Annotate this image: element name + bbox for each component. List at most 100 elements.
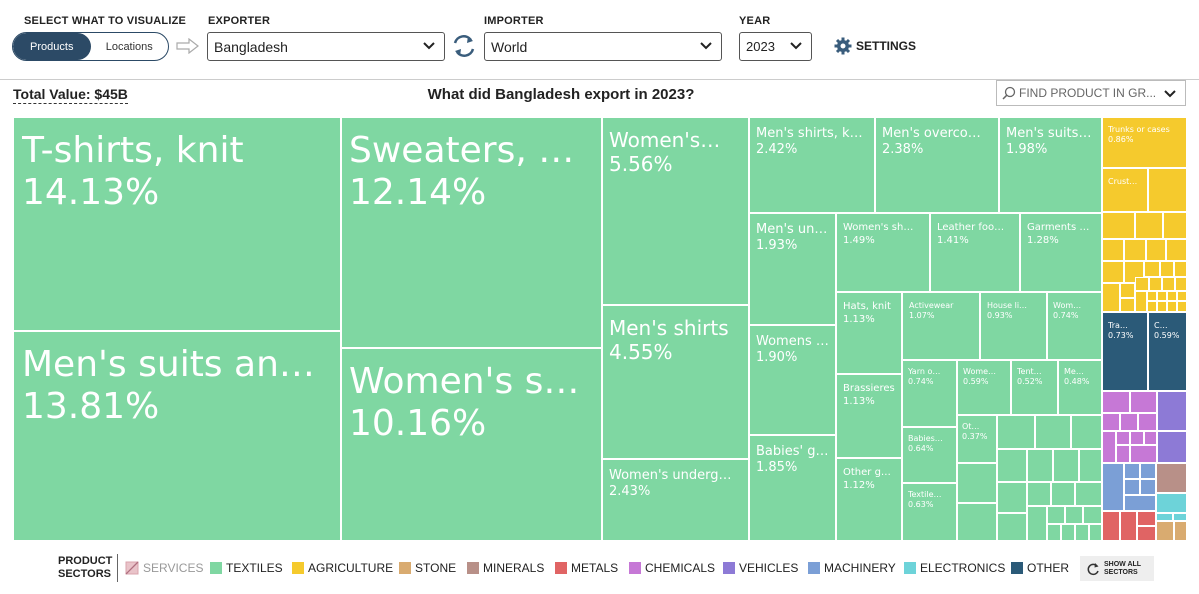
treemap-tile-small[interactable] (1174, 521, 1187, 541)
treemap-tile-small[interactable] (1027, 449, 1053, 482)
treemap-tile-small[interactable] (1166, 239, 1187, 261)
treemap-tile-small[interactable] (1102, 511, 1120, 541)
treemap-tile-small[interactable] (1116, 445, 1130, 463)
treemap-tile-small[interactable] (1144, 431, 1157, 445)
legend-item-electronics[interactable]: ELECTRONICS (904, 561, 1005, 575)
treemap-tile-wome-059[interactable]: Wome… 0.59% (957, 360, 1011, 415)
find-product-input[interactable]: FIND PRODUCT IN GR... (996, 80, 1186, 106)
treemap-tile-mens-shirts-k[interactable]: Men's shirts, k… 2.42% (749, 117, 875, 213)
treemap-tile-textile-063[interactable]: Textile… 0.63% (902, 483, 957, 541)
treemap-tile-small[interactable] (1120, 298, 1135, 312)
treemap-tile-mens-un[interactable]: Men's un… 1.93% (749, 213, 836, 325)
legend-item-chemicals[interactable]: CHEMICALS (629, 561, 715, 575)
treemap-tile-small[interactable] (957, 503, 997, 541)
treemap-tile-small[interactable] (1051, 482, 1075, 506)
treemap-tile-trunks[interactable]: Trunks or cases 0.86% (1102, 117, 1187, 168)
year-select[interactable]: 2023 (739, 32, 812, 61)
treemap-tile-small[interactable] (1167, 301, 1177, 312)
treemap-tile-small[interactable] (1157, 431, 1187, 463)
treemap-tile-small[interactable] (1120, 283, 1135, 298)
legend-item-services[interactable]: SERVICES (125, 561, 203, 575)
toggle-locations[interactable]: Locations (105, 40, 153, 53)
treemap-tile-small[interactable] (1156, 463, 1187, 493)
treemap-tile-womens-190[interactable]: Womens … 1.90% (749, 325, 836, 435)
treemap-tile-small[interactable] (997, 415, 1035, 449)
treemap-tile-small[interactable] (1137, 526, 1156, 541)
treemap-tile-small[interactable] (1160, 261, 1174, 277)
treemap-tile-small[interactable] (1102, 239, 1124, 261)
treemap-tile-small[interactable] (1124, 463, 1140, 479)
treemap-tile-c-059[interactable]: C… 0.59% (1148, 312, 1187, 391)
treemap-tile-ot-037[interactable]: Ot… 0.37% (957, 415, 997, 463)
treemap-tile-small[interactable] (1027, 506, 1047, 541)
treemap-tile-babies-185[interactable]: Babies' g… 1.85% (749, 435, 836, 541)
treemap-tile-small[interactable] (1135, 277, 1149, 291)
treemap-tile-small[interactable] (1156, 521, 1174, 541)
treemap-tile-small[interactable] (1135, 212, 1163, 239)
treemap-tile-me-048[interactable]: Me… 0.48% (1058, 360, 1102, 415)
treemap-tile-small[interactable] (997, 449, 1027, 482)
treemap-tile-small[interactable] (1027, 482, 1051, 506)
treemap-tile-mens-suits-198[interactable]: Men's suits,… 1.98% (999, 117, 1102, 213)
treemap-tile-small[interactable] (1124, 495, 1156, 511)
treemap-tile-small[interactable] (1144, 261, 1160, 277)
treemap-tile-small[interactable] (1083, 506, 1102, 524)
treemap-tile-mens-shirts[interactable]: Men's shirts 4.55% (602, 305, 749, 459)
legend-item-other[interactable]: OTHER (1011, 561, 1069, 575)
treemap-tile-small[interactable] (1116, 431, 1130, 445)
legend-item-agriculture[interactable]: AGRICULTURE (292, 561, 393, 575)
treemap-tile-small[interactable] (1075, 482, 1102, 506)
treemap-tile-small[interactable] (1147, 301, 1157, 312)
treemap-tile-small[interactable] (1140, 463, 1156, 479)
treemap-tile-small[interactable] (1156, 493, 1187, 513)
treemap-tile-small[interactable] (1163, 212, 1187, 239)
treemap-tile-small[interactable] (1157, 301, 1167, 312)
treemap-tile-womens-556[interactable]: Women's… 5.56% (602, 117, 749, 305)
treemap-tile-mens-suits[interactable]: Men's suits and… 13.81% (13, 331, 341, 541)
treemap-tile-small[interactable] (1102, 413, 1120, 431)
swap-icon[interactable] (452, 34, 476, 58)
treemap-tile-small[interactable] (1157, 291, 1167, 301)
treemap-tile-small[interactable] (1156, 513, 1173, 521)
treemap-tile-small[interactable] (1102, 261, 1124, 283)
treemap-tile-house-li[interactable]: House li… 0.93% (980, 292, 1047, 360)
show-all-sectors-button[interactable]: SHOW ALL SECTORS (1080, 556, 1154, 581)
treemap-tile-small[interactable] (1135, 291, 1147, 312)
treemap-tile-crust[interactable]: Crust… (1102, 168, 1148, 212)
treemap-tile-small[interactable] (1102, 431, 1116, 463)
treemap-tile-small[interactable] (1130, 445, 1157, 463)
treemap-tile-small[interactable] (1173, 513, 1187, 521)
legend-item-stone[interactable]: STONE (399, 561, 456, 575)
treemap-tile-small[interactable] (997, 513, 1027, 541)
treemap-tile-yarn[interactable]: Yarn o… 0.74% (902, 360, 957, 427)
treemap-tile-small[interactable] (1061, 524, 1075, 541)
treemap-tile-small[interactable] (1157, 391, 1187, 431)
treemap-tile-garments[interactable]: Garments … 1.28% (1020, 213, 1102, 292)
treemap-tile-small[interactable] (1177, 301, 1187, 312)
treemap-tile-activewear[interactable]: Activewear 1.07% (902, 292, 980, 360)
treemap-tile-tent[interactable]: Tent… 0.52% (1011, 360, 1058, 415)
treemap-tile-mens-overco[interactable]: Men's overco… 2.38% (875, 117, 999, 213)
treemap-tile-small[interactable] (1130, 391, 1157, 413)
treemap-tile-babies-064[interactable]: Babies… 0.64% (902, 427, 957, 483)
treemap-tile-small[interactable] (1146, 239, 1166, 261)
importer-select[interactable]: World (484, 32, 722, 61)
treemap-tile-womens-sh[interactable]: Women's sh… 1.49% (836, 213, 930, 292)
treemap-tile-womens-underg[interactable]: Women's underg… 2.43% (602, 459, 749, 541)
treemap-tile-small[interactable] (1167, 291, 1177, 301)
treemap-tile-small[interactable] (1047, 524, 1061, 541)
treemap-tile-hats[interactable]: Hats, knit 1.13% (836, 292, 902, 374)
treemap-tile-small[interactable] (1177, 291, 1187, 301)
treemap-tile-womens-suits[interactable]: Women's s… 10.16% (341, 348, 602, 541)
treemap-tile-small[interactable] (1065, 506, 1083, 524)
treemap-tile-small[interactable] (1147, 291, 1157, 301)
toggle-products[interactable]: Products (13, 33, 91, 60)
treemap-tile-wom-074[interactable]: Wom… 0.74% (1047, 292, 1102, 360)
treemap-tile-small[interactable] (1071, 415, 1102, 449)
treemap-tile-small[interactable] (1124, 239, 1146, 261)
treemap-tile-small[interactable] (1053, 449, 1079, 482)
treemap-tile-small[interactable] (1140, 479, 1156, 495)
treemap-tile-small[interactable] (1047, 506, 1065, 524)
treemap-tile-small[interactable] (1130, 431, 1144, 445)
treemap-tile-small[interactable] (1075, 524, 1089, 541)
